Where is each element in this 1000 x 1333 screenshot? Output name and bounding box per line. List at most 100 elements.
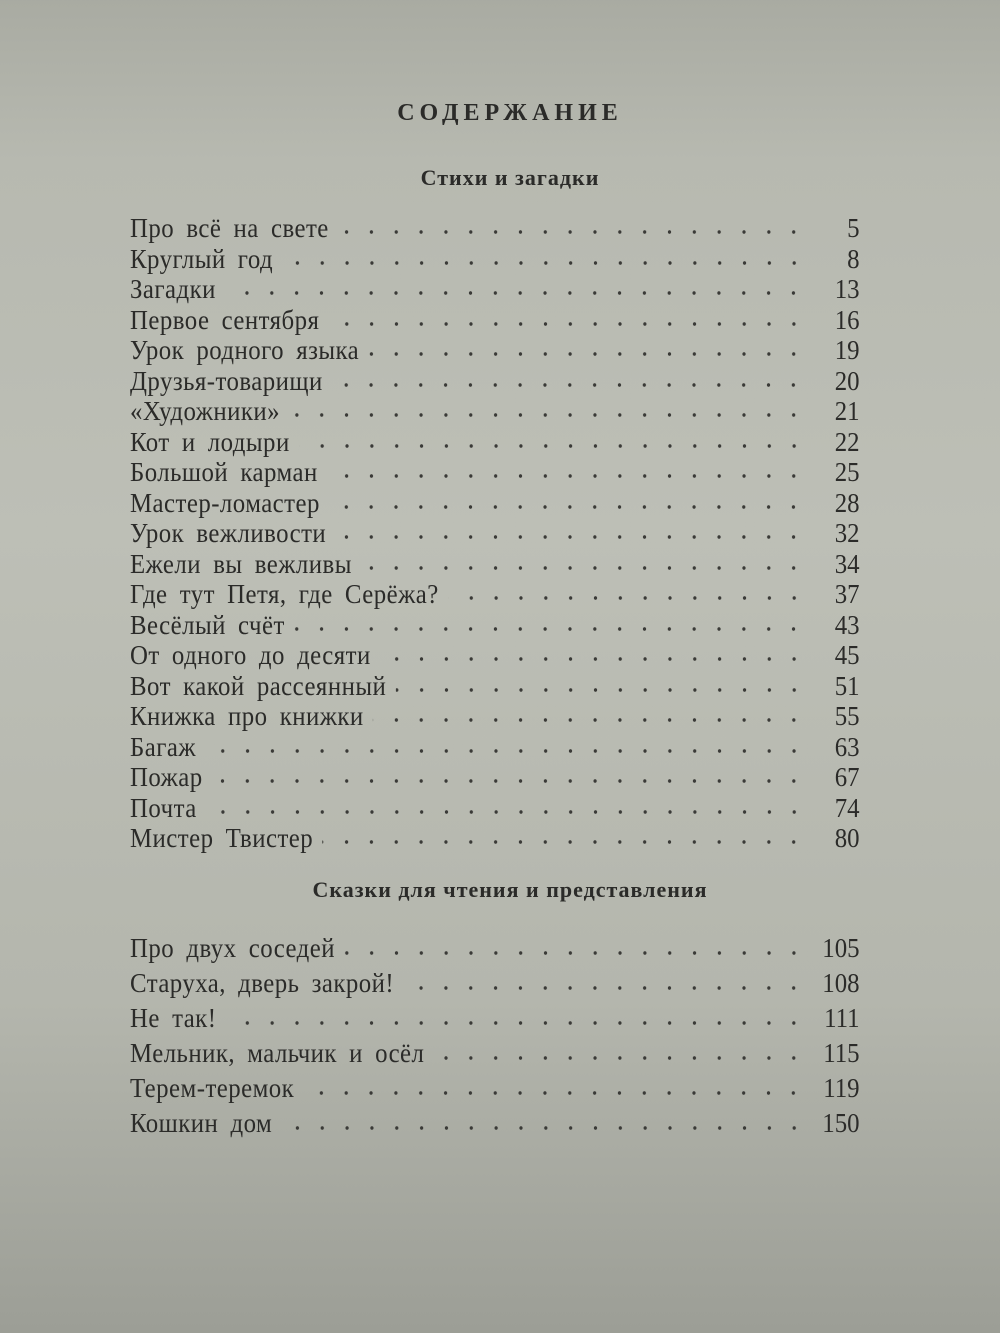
dot-leader — [294, 625, 807, 632]
toc-entry: Мельник, мальчик и осёл 115 — [130, 1036, 860, 1071]
page-number: 45 — [834, 640, 860, 670]
dot-leader — [303, 1089, 807, 1096]
entry-title: Мастер-ломастер — [130, 487, 320, 518]
entry-title: Большой карман — [130, 457, 318, 487]
page-number: 13 — [834, 274, 860, 304]
entry-title: Ежели вы вежливы — [130, 548, 352, 579]
page-number: 34 — [834, 548, 860, 579]
page-number: 67 — [834, 762, 860, 792]
dot-leader — [328, 320, 807, 327]
entry-title: Где тут Петя, где Серёжа? — [130, 579, 439, 609]
page-number: 32 — [834, 518, 860, 548]
page-number: 111 — [824, 1003, 860, 1033]
dot-leader — [447, 595, 807, 602]
toc-entry: Старуха, дверь закрой! 108 — [130, 966, 860, 1001]
toc-entry: Книжка про книжки 55 — [130, 701, 860, 732]
page-number: 5 — [847, 213, 860, 243]
entry-title: Багаж — [130, 731, 196, 762]
page-number: 108 — [822, 968, 860, 998]
entry-title: Круглый год — [130, 243, 274, 274]
toc-entry: Пожар 67 — [130, 762, 860, 793]
toc-list: Про двух соседей 105 Старуха, дверь закрой… — [130, 931, 860, 1141]
page-title: СОДЕРЖАНИЕ — [397, 100, 623, 126]
toc-entry: Вот какой рассеянный 51 — [130, 671, 860, 702]
toc-entry: Урок родного языка 19 — [130, 335, 860, 366]
entry-title: Почта — [130, 792, 197, 823]
page-number: 74 — [834, 792, 860, 823]
page-number: 55 — [834, 701, 860, 731]
entry-title: Урок вежливости — [130, 518, 327, 548]
toc-entry: Про всё на свете 5 — [130, 213, 860, 244]
page-number: 19 — [834, 335, 860, 365]
dot-leader — [211, 778, 807, 785]
page-number: 22 — [834, 426, 860, 457]
toc-entry: Ежели вы вежливы 34 — [130, 549, 860, 580]
entry-title: От одного до десяти — [130, 640, 371, 670]
dot-leader — [225, 290, 807, 297]
entry-title: Не так! — [130, 1003, 217, 1033]
toc-entry: От одного до десяти 45 — [130, 640, 860, 671]
page-number: 51 — [834, 670, 860, 701]
dot-leader — [282, 259, 807, 266]
dot-leader — [225, 1019, 807, 1026]
dot-leader — [205, 747, 807, 754]
toc-entry: Загадки 13 — [130, 274, 860, 305]
dot-leader — [326, 473, 807, 480]
dot-leader — [298, 442, 807, 449]
entry-title: Друзья-товарищи — [130, 365, 323, 396]
entry-title: Весёлый счёт — [130, 609, 285, 640]
page-number: 150 — [822, 1108, 860, 1138]
dot-leader — [281, 1124, 807, 1131]
entry-title: Кошкин дом — [130, 1108, 273, 1138]
entry-title: Про всё на свете — [130, 213, 329, 243]
page-number: 28 — [834, 487, 860, 518]
dot-leader — [361, 564, 807, 571]
dot-leader — [344, 949, 807, 956]
dot-leader — [395, 686, 807, 693]
toc-entry: Большой карман 25 — [130, 457, 860, 488]
toc-entry: Почта 74 — [130, 793, 860, 824]
entry-title: Вот какой рассеянный — [130, 670, 387, 701]
entry-title: Про двух соседей — [130, 933, 336, 963]
page-number: 105 — [822, 933, 860, 963]
dot-leader — [205, 808, 807, 815]
entry-title: Мельник, мальчик и осёл — [130, 1038, 425, 1068]
toc-entry: «Художники» 21 — [130, 396, 860, 427]
entry-title: Загадки — [130, 274, 216, 304]
page-number: 43 — [834, 609, 860, 640]
toc-list: Про всё на свете 5 Круглый год 8 Загадки 13 Пе… — [130, 213, 860, 854]
entry-title: Книжка про книжки — [130, 701, 364, 731]
section-heading: Стихи и загадки — [420, 165, 600, 190]
toc-entry: Весёлый счёт 43 — [130, 610, 860, 641]
dot-leader — [322, 839, 807, 846]
toc-entry: Мастер-ломастер 28 — [130, 488, 860, 519]
toc-entry: Первое сентября 16 — [130, 305, 860, 336]
toc-entry: Круглый год 8 — [130, 244, 860, 275]
dot-leader — [338, 229, 807, 236]
page-number: 21 — [834, 396, 860, 426]
entry-title: Терем-теремок — [130, 1073, 295, 1103]
page-number: 80 — [834, 823, 860, 853]
toc-entry: Где тут Петя, где Серёжа? 37 — [130, 579, 860, 610]
entry-title: «Художники» — [130, 396, 281, 426]
toc-entry: Мистер Твистер 80 — [130, 823, 860, 854]
toc-entry: Терем-теремок 119 — [130, 1071, 860, 1106]
dot-leader — [335, 534, 807, 541]
entry-title: Мистер Твистер — [130, 823, 314, 853]
entry-title: Кот и лодыри — [130, 426, 290, 457]
page-number: 25 — [834, 457, 860, 487]
section-heading: Сказки для чтения и представления — [312, 877, 708, 902]
page-number: 37 — [834, 579, 860, 609]
entry-title: Первое сентября — [130, 304, 320, 335]
dot-leader — [329, 503, 807, 510]
dot-leader — [433, 1054, 807, 1061]
toc-entry: Кошкин дом 150 — [130, 1106, 860, 1141]
dot-leader — [368, 351, 807, 358]
toc-entry: Про двух соседей 105 — [130, 931, 860, 966]
entry-title: Урок родного языка — [130, 335, 360, 365]
toc-entry: Урок вежливости 32 — [130, 518, 860, 549]
dot-leader — [403, 984, 807, 991]
dot-leader — [289, 412, 807, 419]
toc-entry: Друзья-товарищи 20 — [130, 366, 860, 397]
entry-title: Старуха, дверь закрой! — [130, 968, 395, 998]
